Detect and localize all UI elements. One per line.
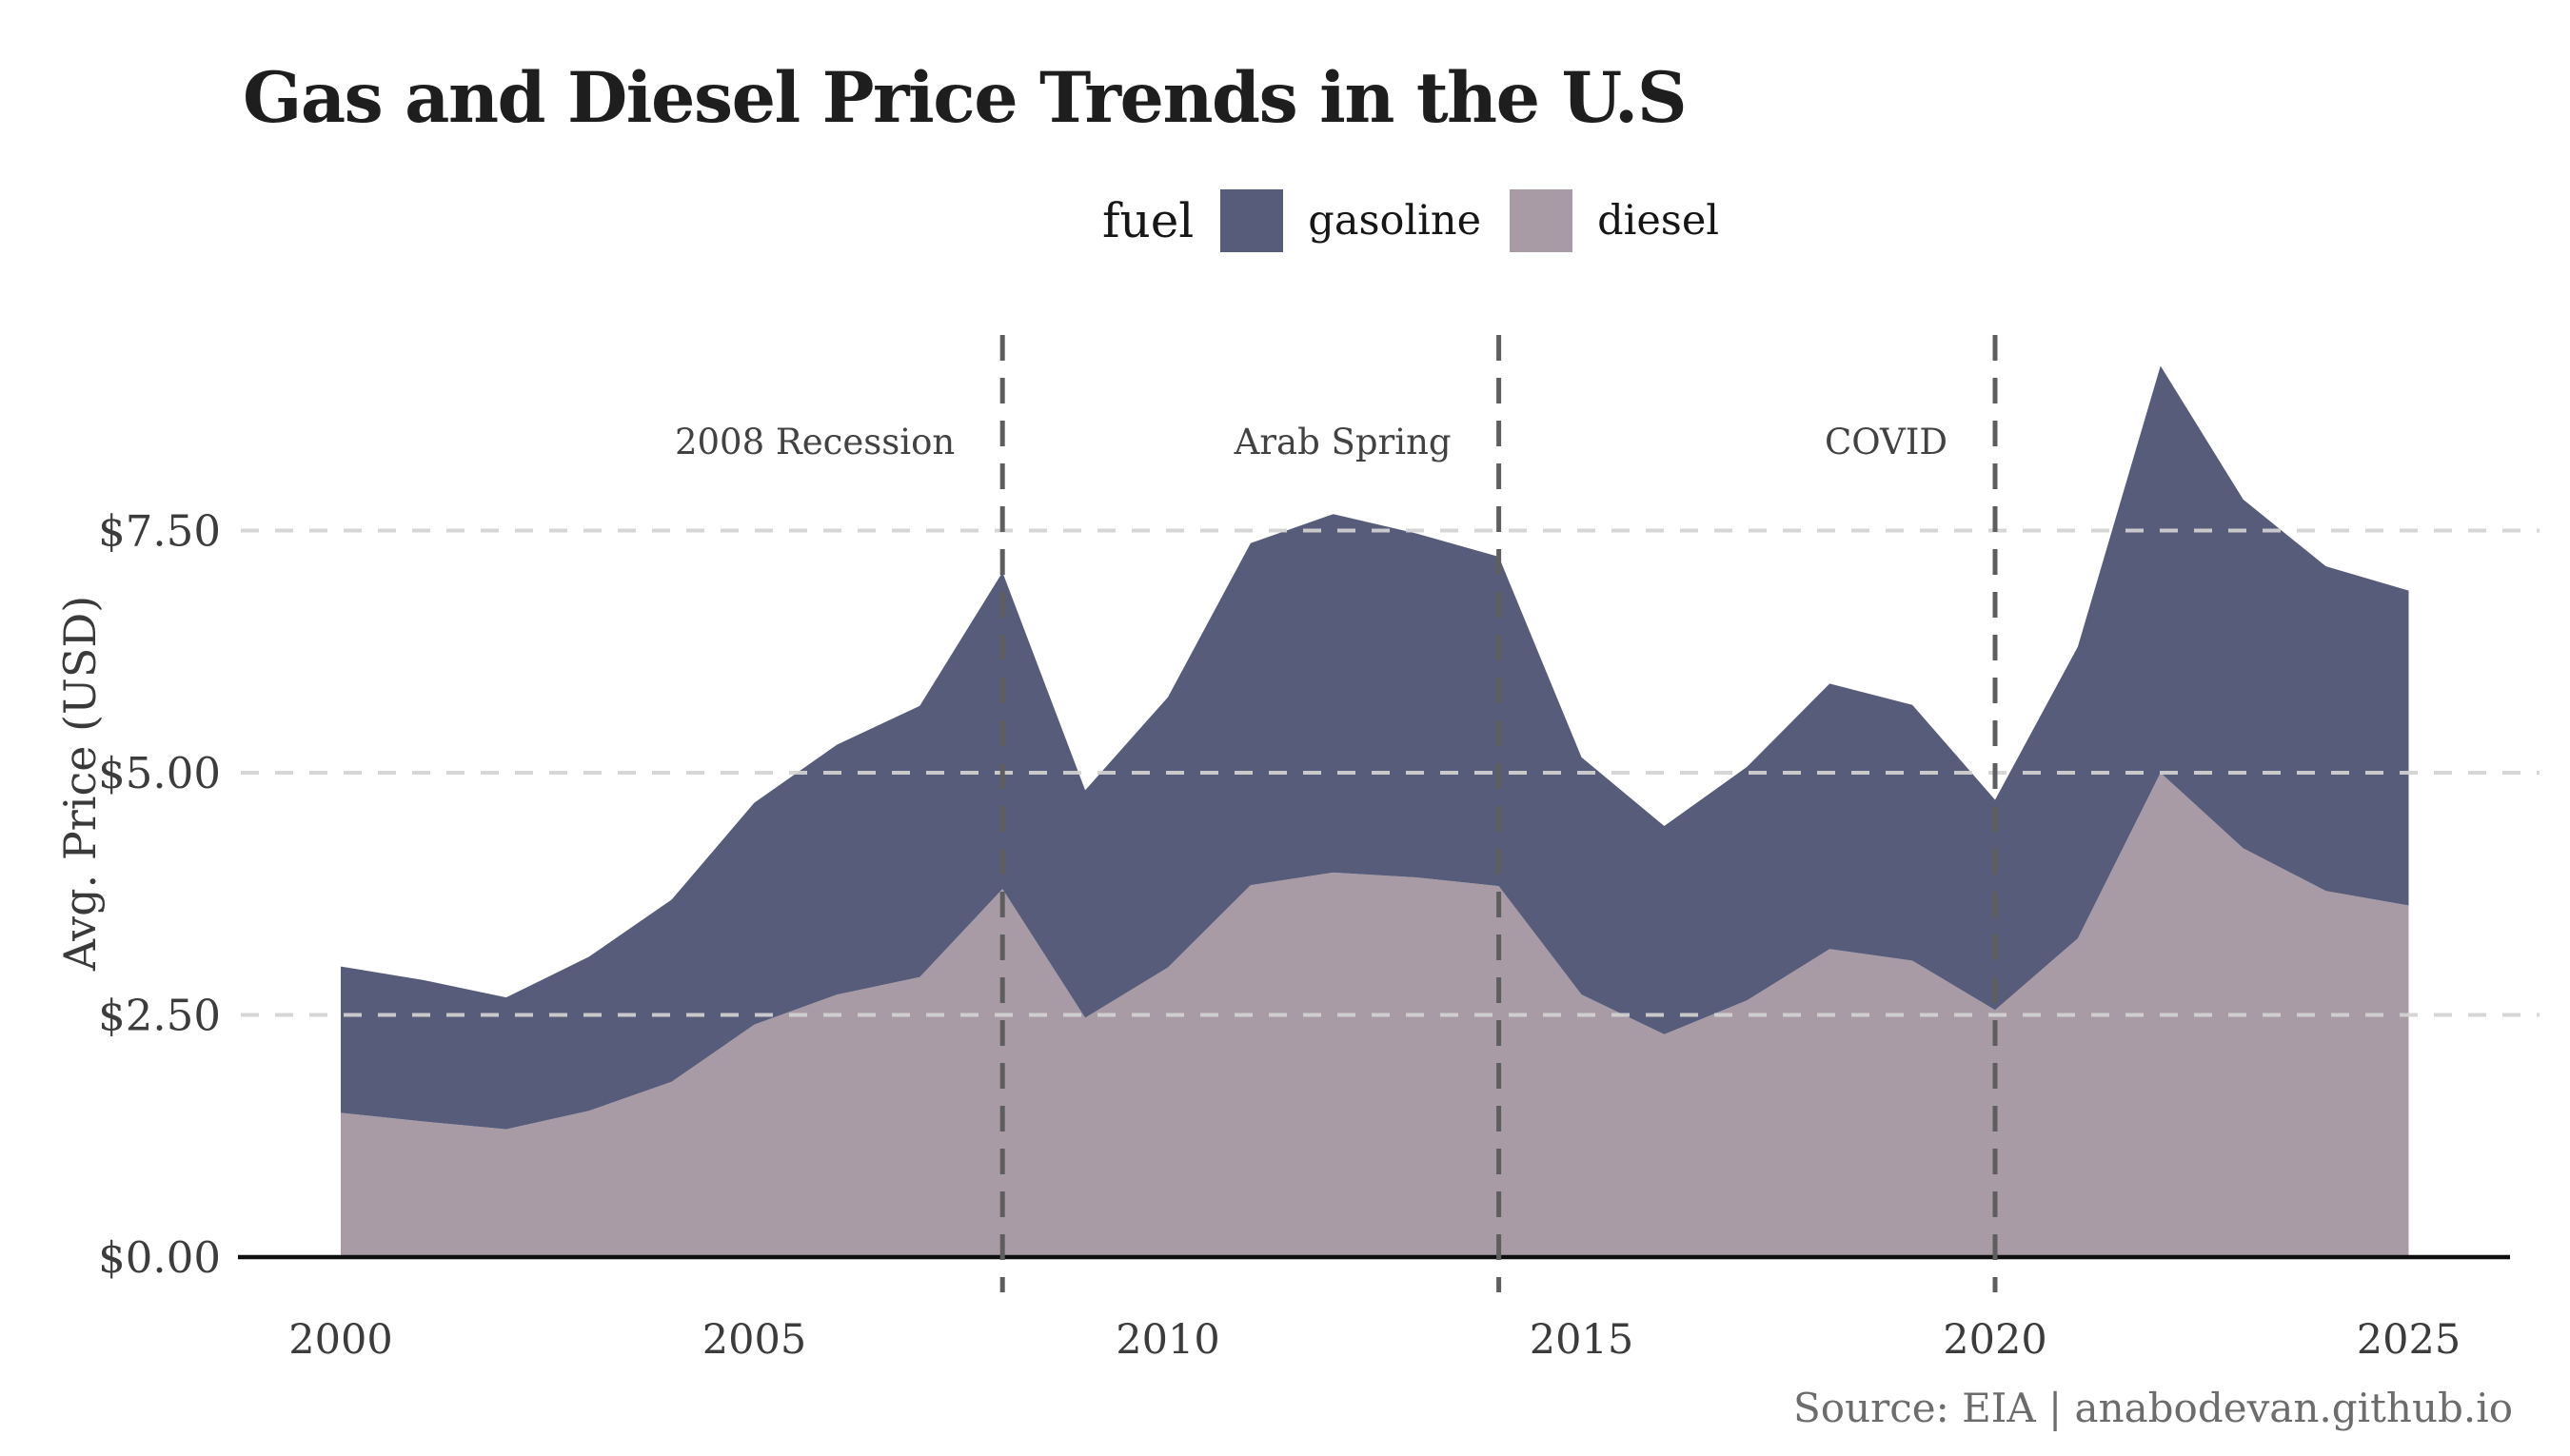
y-tick-label: $7.50 bbox=[98, 506, 221, 557]
legend-label-diesel: diesel bbox=[1597, 196, 1720, 245]
legend-title: fuel bbox=[1102, 192, 1195, 248]
x-tick-label: 2005 bbox=[702, 1316, 806, 1364]
event-annotation: COVID bbox=[1825, 422, 1947, 462]
x-tick-label: 2015 bbox=[1530, 1316, 1633, 1364]
x-tick-label: 2020 bbox=[1943, 1316, 2046, 1364]
legend-swatch-diesel bbox=[1510, 188, 1573, 252]
x-tick-label: 2000 bbox=[288, 1316, 392, 1364]
event-annotation: 2008 Recession bbox=[675, 422, 955, 462]
legend-label-gasoline: gasoline bbox=[1308, 196, 1482, 245]
x-tick-label: 2025 bbox=[2357, 1316, 2461, 1364]
source-caption: Source: EIA | anabodevan.github.io bbox=[1793, 1385, 2513, 1431]
y-tick-label: $2.50 bbox=[98, 991, 221, 1041]
x-tick-label: 2010 bbox=[1116, 1316, 1219, 1364]
y-axis-title: Avg. Price (USD) bbox=[54, 595, 106, 972]
legend-swatch-gasoline bbox=[1220, 188, 1284, 252]
legend: fuel gasoline diesel bbox=[1102, 188, 1748, 252]
event-annotation: Arab Spring bbox=[1234, 422, 1452, 462]
y-tick-label: $0.00 bbox=[98, 1232, 221, 1283]
gasoline-area bbox=[341, 365, 2409, 1130]
y-tick-label: $5.00 bbox=[98, 748, 221, 798]
chart-title: Gas and Diesel Price Trends in the U.S bbox=[243, 57, 1688, 139]
